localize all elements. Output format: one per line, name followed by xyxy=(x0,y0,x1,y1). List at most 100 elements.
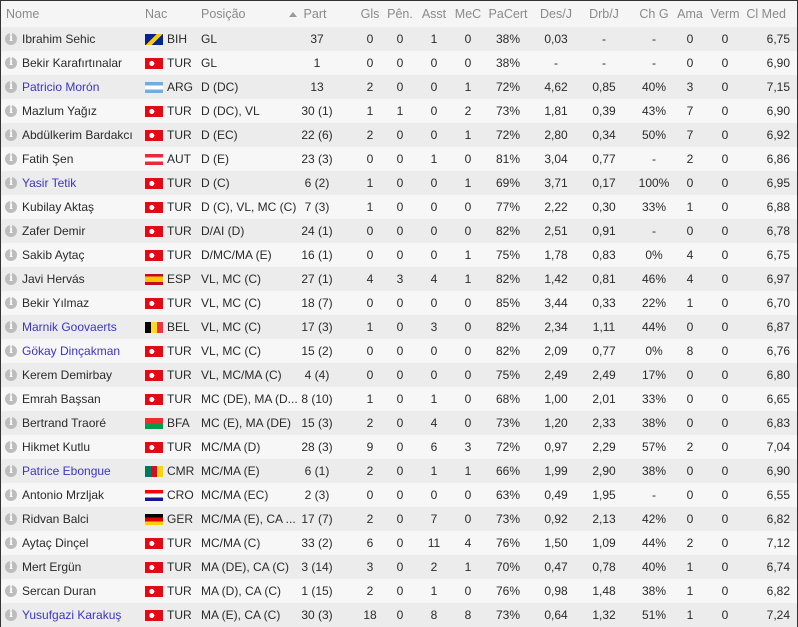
table-row[interactable]: i Sercan Duran TUR MA (D), CA (C) 1 (15) 2 0 1 0… xyxy=(1,579,797,603)
player-name[interactable]: Marnik Goovaerts xyxy=(22,320,117,334)
player-name[interactable]: Abdülkerim Bardakcı xyxy=(22,128,133,142)
table-row[interactable]: i Patrice Ebongue CMR MC/MA (E) 6 (1) 2 0 1 1 66%… xyxy=(1,459,797,483)
column-header-nac[interactable]: Nac xyxy=(145,7,168,21)
flag-icon-tur xyxy=(145,130,163,141)
player-name[interactable]: Ridvan Balci xyxy=(22,512,89,526)
table-row[interactable]: i Marnik Goovaerts BEL VL, MC (C) 17 (3) 1 0 3 0… xyxy=(1,315,797,339)
info-icon[interactable]: i xyxy=(5,465,17,477)
table-row[interactable]: i Gökay Dinçakman TUR VL, MC (C) 15 (2) 0 0 0 0 8… xyxy=(1,339,797,363)
info-icon[interactable]: i xyxy=(5,297,17,309)
info-icon[interactable]: i xyxy=(5,33,17,45)
column-header-gls[interactable]: Gls xyxy=(360,7,380,21)
info-icon[interactable]: i xyxy=(5,249,17,261)
column-header-drbj[interactable]: Drb/J xyxy=(589,7,619,21)
info-icon[interactable]: i xyxy=(5,561,17,573)
cell-asst: 4 xyxy=(430,272,438,286)
cell-drbj: 1,95 xyxy=(592,488,616,502)
table-row[interactable]: i Fatih Şen AUT D (E) 23 (3) 0 0 1 0 81% 3,04 0,77 -… xyxy=(1,147,797,171)
cell-chg: 40% xyxy=(641,560,667,574)
player-name[interactable]: Mert Ergün xyxy=(22,560,82,574)
player-name[interactable]: Patricio Morón xyxy=(22,80,100,94)
player-name[interactable]: Gökay Dinçakman xyxy=(22,344,121,358)
info-icon[interactable]: i xyxy=(5,441,17,453)
table-row[interactable]: i Kerem Demirbay TUR VL, MC/MA (C) 4 (4) 0 0 0 0… xyxy=(1,363,797,387)
player-name[interactable]: Bekir Karafırtınalar xyxy=(22,56,123,70)
column-header-clmed[interactable]: Cl Med xyxy=(746,7,786,21)
player-name[interactable]: Hikmet Kutlu xyxy=(22,440,91,454)
table-row[interactable]: i Antonio Mrzljak CRO MC/MA (EC) 2 (3) 0 0 0 0 63… xyxy=(1,483,797,507)
player-name[interactable]: Ibrahim Sehic xyxy=(22,32,96,46)
info-icon[interactable]: i xyxy=(5,153,17,165)
player-name[interactable]: Kerem Demirbay xyxy=(22,368,113,382)
table-row[interactable]: i Abdülkerim Bardakcı TUR D (EC) 22 (6) 2 0 0 1 7… xyxy=(1,123,797,147)
player-name[interactable]: Yasir Tetik xyxy=(22,176,77,190)
table-row[interactable]: i Bertrand Traoré BFA MC (E), MA (DE) 15 (3)… xyxy=(1,411,797,435)
player-name[interactable]: Zafer Demir xyxy=(22,224,86,238)
column-header-pos[interactable]: Posição xyxy=(201,7,246,21)
table-row[interactable]: i Bekir Karafırtınalar TUR GL 1 0 0 0 0 38% - - - 0 0 6… xyxy=(1,51,797,75)
info-icon[interactable]: i xyxy=(5,129,17,141)
column-header-part[interactable]: Part xyxy=(303,7,327,21)
table-row[interactable]: i Hikmet Kutlu TUR MC/MA (D) 28 (3) 9 0 6 3 72% 0,… xyxy=(1,435,797,459)
column-header-pacert[interactable]: PaCert xyxy=(488,7,528,21)
info-icon[interactable]: i xyxy=(5,537,17,549)
table-row[interactable]: i Ridvan Balci GER MC/MA (E), CA ... 17 (7) 2… xyxy=(1,507,797,531)
column-header-pen[interactable]: Pên. xyxy=(387,7,413,21)
table-row[interactable]: i Yusufgazi Karakuş TUR MA (E), CA (C) 30 (3… xyxy=(1,603,797,627)
table-row[interactable]: i Mazlum Yağız TUR D (DC), VL 30 (1) 1 1 0 2 73% 1… xyxy=(1,99,797,123)
player-name[interactable]: Emrah Başsan xyxy=(22,392,101,406)
cell-asst: 0 xyxy=(430,128,438,142)
player-name[interactable]: Yusufgazi Karakuş xyxy=(22,608,122,622)
info-icon[interactable]: i xyxy=(5,585,17,597)
flag-icon-bel xyxy=(145,322,163,333)
sort-ascending-icon[interactable] xyxy=(289,12,297,17)
table-row[interactable]: i Yasir Tetik TUR D (C) 6 (2) 1 0 0 1 69% 3,71 0,17… xyxy=(1,171,797,195)
table-row[interactable]: i Emrah Başsan TUR MC (DE), MA (D... 8 (10) 1… xyxy=(1,387,797,411)
table-row[interactable]: i Zafer Demir TUR D/AI (D) 24 (1) 0 0 0 0 82% 2,51… xyxy=(1,219,797,243)
table-row[interactable]: i Javi Hervás ESP VL, MC (C) 27 (1) 4 3 4 1 82% 1,… xyxy=(1,267,797,291)
column-header-verm[interactable]: Verm xyxy=(710,7,740,21)
info-icon[interactable]: i xyxy=(5,177,17,189)
cell-nac: CMR xyxy=(167,464,195,478)
column-header-mec[interactable]: MeC xyxy=(454,7,482,21)
player-name[interactable]: Sercan Duran xyxy=(22,584,97,598)
table-row[interactable]: i Sakib Aytaç TUR D/MC/MA (E) 16 (1) 0 0 0 1 75% 1… xyxy=(1,243,797,267)
player-name[interactable]: Bekir Yılmaz xyxy=(22,296,90,310)
player-name[interactable]: Kubilay Aktaş xyxy=(22,200,95,214)
table-row[interactable]: i Patricio Morón ARG D (DC) 13 2 0 0 1 72% 4,62 0,8… xyxy=(1,75,797,99)
table-row[interactable]: i Bekir Yılmaz TUR VL, MC (C) 18 (7) 0 0 0 0 85% 3… xyxy=(1,291,797,315)
info-icon[interactable]: i xyxy=(5,345,17,357)
info-icon[interactable]: i xyxy=(5,57,17,69)
table-row[interactable]: i Aytaç Dinçel TUR MC/MA (C) 33 (2) 6 0 11 4 76% 1… xyxy=(1,531,797,555)
column-header-desj[interactable]: Des/J xyxy=(540,7,572,21)
column-header-ama[interactable]: Ama xyxy=(677,7,703,21)
info-icon[interactable]: i xyxy=(5,225,17,237)
table-row[interactable]: i Kubilay Aktaş TUR D (C), VL, MC (C) 7 (3) 1… xyxy=(1,195,797,219)
column-header-chg[interactable]: Ch G xyxy=(639,7,669,21)
column-header-asst[interactable]: Asst xyxy=(421,7,447,21)
cell-gls: 2 xyxy=(366,80,374,94)
player-name[interactable]: Fatih Şen xyxy=(22,152,74,166)
table-row[interactable]: i Ibrahim Sehic BIH GL 37 0 0 1 0 38% 0,03 - - 0 0 6,75 xyxy=(1,27,797,51)
table-row[interactable]: i Mert Ergün TUR MA (DE), CA (C) 3 (14) 3 0 2 1 7… xyxy=(1,555,797,579)
info-icon[interactable]: i xyxy=(5,609,17,621)
info-icon[interactable]: i xyxy=(5,81,17,93)
info-icon[interactable]: i xyxy=(5,273,17,285)
player-name[interactable]: Javi Hervás xyxy=(22,272,85,286)
info-icon[interactable]: i xyxy=(5,417,17,429)
player-name[interactable]: Bertrand Traoré xyxy=(22,416,107,430)
player-name[interactable]: Sakib Aytaç xyxy=(22,248,85,262)
info-icon[interactable]: i xyxy=(5,489,17,501)
cell-verm: 0 xyxy=(721,104,729,118)
player-name[interactable]: Aytaç Dinçel xyxy=(22,536,89,550)
info-icon[interactable]: i xyxy=(5,105,17,117)
info-icon[interactable]: i xyxy=(5,369,17,381)
player-name[interactable]: Antonio Mrzljak xyxy=(22,488,105,502)
info-icon[interactable]: i xyxy=(5,321,17,333)
player-name[interactable]: Patrice Ebongue xyxy=(22,464,111,478)
info-icon[interactable]: i xyxy=(5,513,17,525)
info-icon[interactable]: i xyxy=(5,201,17,213)
info-icon[interactable]: i xyxy=(5,393,17,405)
column-header-name[interactable]: Nome xyxy=(6,7,40,21)
player-name[interactable]: Mazlum Yağız xyxy=(22,104,97,118)
